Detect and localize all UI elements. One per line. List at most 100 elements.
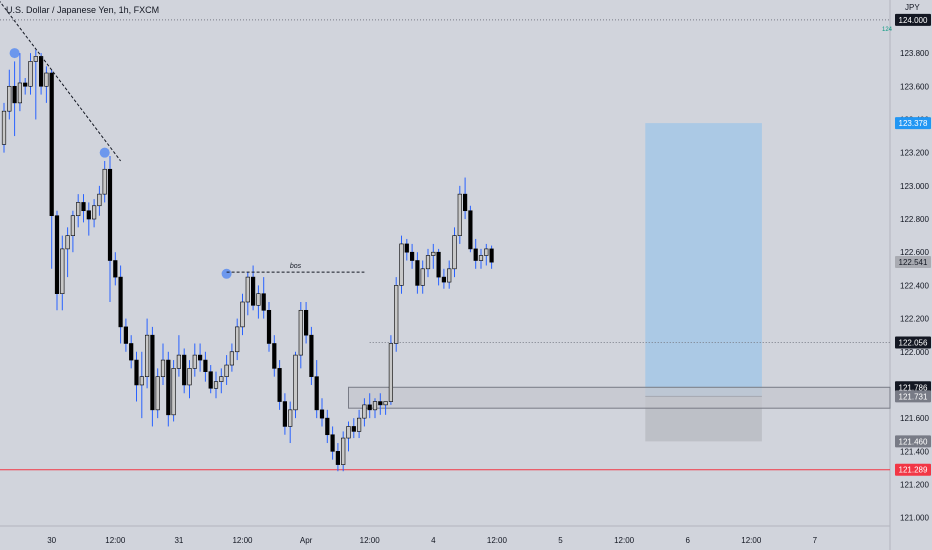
price-tick-label: 121.000 xyxy=(900,514,929,523)
candle xyxy=(219,368,224,394)
price-tag: 121.289 xyxy=(895,463,931,476)
candle xyxy=(213,371,219,399)
time-axis[interactable]: 30 12:00 31 12:00 Apr 12:00 4 12:00 5 12:00 6 12:00… xyxy=(47,536,817,545)
candle-body xyxy=(452,235,457,270)
time-tick-label: 31 xyxy=(174,536,183,545)
candle-body xyxy=(198,354,203,361)
horizontal-levels[interactable] xyxy=(0,19,891,471)
candle xyxy=(383,401,388,415)
candle-body xyxy=(309,334,314,377)
candle-body xyxy=(372,401,378,411)
candle xyxy=(192,343,197,377)
annotations[interactable]: bos 124 xyxy=(0,0,893,279)
candle-body xyxy=(356,417,362,432)
candle xyxy=(129,335,134,369)
candle xyxy=(404,238,409,261)
candle xyxy=(81,194,86,223)
candle xyxy=(415,252,420,294)
candle xyxy=(150,326,155,427)
candle-body xyxy=(436,251,441,278)
candle-body xyxy=(97,193,102,207)
candle xyxy=(319,398,325,427)
candle xyxy=(441,268,447,289)
candle xyxy=(272,335,277,377)
candle xyxy=(489,245,494,269)
candle xyxy=(23,77,28,95)
candle xyxy=(372,398,378,419)
price-tag-bg xyxy=(895,336,931,349)
candle-body xyxy=(49,72,54,217)
chart-title: U.S. Dollar / Japanese Yen, 1h, FXCM xyxy=(6,5,160,15)
candle-body xyxy=(394,285,399,344)
candle-body xyxy=(44,72,49,87)
candle xyxy=(399,235,404,294)
target-zone[interactable] xyxy=(645,123,762,397)
pivot-marker[interactable] xyxy=(221,268,232,279)
price-tag-bg xyxy=(895,435,931,448)
candle-body xyxy=(219,376,224,382)
candle-body xyxy=(60,248,65,294)
candle-body xyxy=(171,368,176,416)
candle xyxy=(346,421,351,452)
candle-body xyxy=(86,210,91,220)
trend-line[interactable] xyxy=(0,0,121,162)
price-tag: 123.378 xyxy=(895,117,931,130)
candle-body xyxy=(383,401,388,406)
price-tag-label: 124.000 xyxy=(899,16,928,25)
currency-label: JPY xyxy=(905,3,920,12)
price-tag-bg xyxy=(895,463,931,476)
candle xyxy=(394,277,399,352)
pivot-marker[interactable] xyxy=(99,147,110,158)
candle-body xyxy=(245,276,250,303)
candle xyxy=(155,368,160,419)
candles xyxy=(1,49,494,472)
candle xyxy=(49,69,54,269)
candle xyxy=(187,360,192,399)
price-tag: 121.786 xyxy=(895,381,931,394)
candle-body xyxy=(129,343,134,361)
candle xyxy=(118,265,123,344)
price-tag-bg xyxy=(895,13,931,26)
candle xyxy=(293,351,298,419)
candle-body xyxy=(409,251,415,261)
time-tick-label: 12:00 xyxy=(232,536,253,545)
candle-body xyxy=(7,85,12,112)
candle xyxy=(303,301,309,344)
pivot-marker[interactable] xyxy=(9,48,20,59)
candle xyxy=(92,199,97,228)
candle xyxy=(139,351,144,419)
price-tick-label: 121.200 xyxy=(900,481,929,490)
price-tick-label: 122.200 xyxy=(900,315,929,324)
candle-body xyxy=(462,193,468,212)
candle xyxy=(203,351,208,382)
price-tick-label: 121.600 xyxy=(900,414,929,423)
candle-body xyxy=(293,354,298,411)
candle-body xyxy=(282,401,288,427)
candle xyxy=(388,335,394,405)
candle-body xyxy=(150,334,155,411)
price-tick-label: 122.600 xyxy=(900,248,929,257)
candle xyxy=(160,343,166,385)
candle xyxy=(447,260,452,289)
candle-body xyxy=(12,85,17,104)
candle-body xyxy=(123,326,128,344)
candle xyxy=(462,177,468,220)
candle-body xyxy=(272,343,277,369)
candle-body xyxy=(468,210,473,250)
candle xyxy=(198,343,203,372)
candle xyxy=(70,210,75,253)
candle xyxy=(107,155,113,302)
demand-zone[interactable] xyxy=(348,386,891,409)
candle-body xyxy=(362,404,367,419)
candle-body xyxy=(404,243,409,253)
candle xyxy=(341,431,346,472)
candle-body xyxy=(420,268,425,286)
candle-body xyxy=(425,255,431,270)
price-tag-bg xyxy=(895,381,931,394)
candle-body xyxy=(240,301,245,328)
candle-body xyxy=(81,202,86,212)
candle xyxy=(76,194,81,228)
candle-body xyxy=(266,309,272,344)
position-zones[interactable] xyxy=(645,123,762,442)
